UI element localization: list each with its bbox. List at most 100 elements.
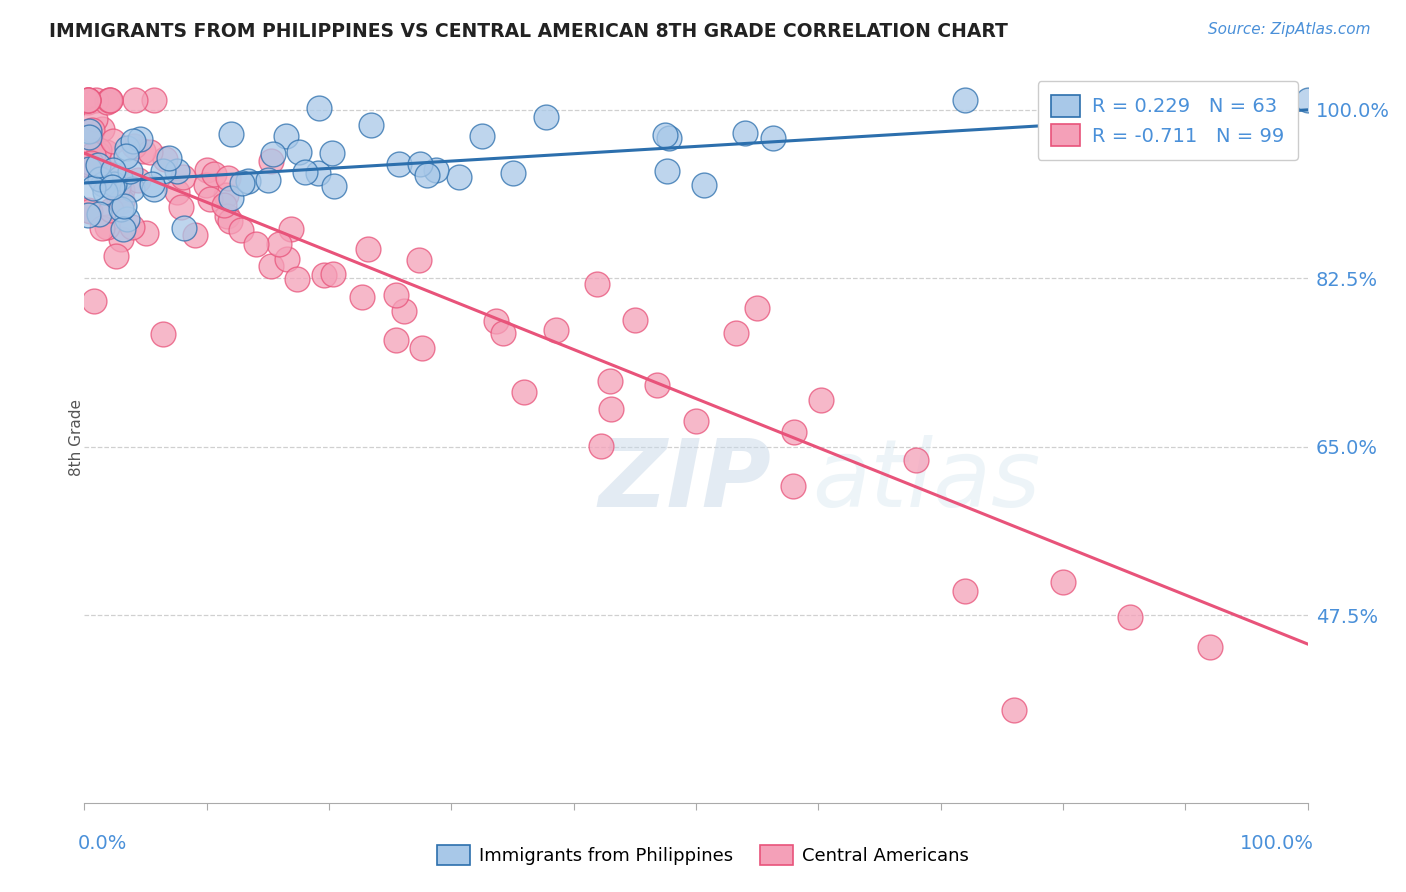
Point — [166, 185, 188, 199]
Point — [141, 177, 163, 191]
Point — [276, 252, 298, 267]
Point — [274, 128, 297, 143]
Point — [408, 253, 430, 268]
Point — [166, 164, 188, 178]
Point — [322, 179, 344, 194]
Point — [89, 143, 111, 157]
Point — [77, 158, 100, 172]
Point — [79, 203, 101, 218]
Point — [91, 163, 114, 178]
Point — [658, 131, 681, 145]
Point — [108, 171, 131, 186]
Point — [77, 124, 100, 138]
Point — [184, 227, 207, 242]
Point — [1002, 703, 1025, 717]
Point — [624, 313, 647, 327]
Point — [96, 219, 118, 234]
Text: 100.0%: 100.0% — [1240, 833, 1313, 853]
Legend: Immigrants from Philippines, Central Americans: Immigrants from Philippines, Central Ame… — [430, 838, 976, 872]
Point — [280, 222, 302, 236]
Point — [77, 93, 100, 107]
Point — [83, 293, 105, 308]
Point — [84, 112, 107, 126]
Point — [121, 220, 143, 235]
Point — [139, 145, 162, 160]
Point — [115, 141, 138, 155]
Point — [657, 164, 679, 178]
Point — [77, 93, 100, 107]
Point — [502, 166, 524, 180]
Point — [294, 165, 316, 179]
Point — [256, 172, 278, 186]
Point — [357, 242, 380, 256]
Point — [1052, 574, 1074, 589]
Point — [262, 146, 284, 161]
Point — [80, 156, 103, 170]
Point — [314, 268, 336, 282]
Point — [1198, 640, 1220, 654]
Point — [152, 164, 174, 178]
Point — [221, 191, 243, 205]
Point — [91, 121, 114, 136]
Point — [77, 93, 100, 107]
Point — [762, 130, 785, 145]
Point — [143, 93, 166, 107]
Point — [93, 178, 115, 192]
Point — [124, 93, 146, 107]
Point — [546, 323, 568, 337]
Legend: R = 0.229   N = 63, R = -0.711   N = 99: R = 0.229 N = 63, R = -0.711 N = 99 — [1038, 81, 1298, 160]
Point — [411, 341, 433, 355]
Point — [1296, 93, 1319, 107]
Point — [96, 95, 118, 109]
Point — [307, 166, 329, 180]
Point — [94, 185, 117, 199]
Point — [127, 173, 149, 187]
Point — [142, 182, 165, 196]
Point — [654, 128, 676, 143]
Y-axis label: 8th Grade: 8th Grade — [69, 399, 83, 475]
Point — [131, 144, 153, 158]
Point — [87, 147, 110, 161]
Point — [599, 374, 621, 388]
Point — [101, 179, 124, 194]
Text: IMMIGRANTS FROM PHILIPPINES VS CENTRAL AMERICAN 8TH GRADE CORRELATION CHART: IMMIGRANTS FROM PHILIPPINES VS CENTRAL A… — [49, 22, 1008, 41]
Point — [218, 214, 240, 228]
Point — [385, 288, 408, 302]
Point — [77, 203, 100, 218]
Point — [724, 326, 747, 340]
Point — [229, 222, 252, 236]
Point — [100, 202, 122, 217]
Point — [810, 392, 832, 407]
Point — [589, 439, 612, 453]
Point — [212, 198, 235, 212]
Point — [96, 145, 118, 159]
Point — [80, 123, 103, 137]
Point — [77, 162, 100, 177]
Point — [121, 181, 143, 195]
Point — [111, 183, 134, 197]
Point — [82, 147, 104, 161]
Point — [129, 132, 152, 146]
Point — [734, 126, 756, 140]
Point — [89, 171, 111, 186]
Point — [97, 93, 120, 107]
Point — [90, 221, 112, 235]
Point — [103, 177, 125, 191]
Point — [77, 95, 100, 110]
Text: 0.0%: 0.0% — [79, 833, 128, 853]
Point — [114, 149, 136, 163]
Point — [111, 221, 134, 235]
Point — [77, 93, 100, 107]
Point — [285, 272, 308, 286]
Point — [1211, 100, 1233, 114]
Point — [79, 130, 101, 145]
Point — [425, 163, 447, 178]
Point — [385, 334, 408, 348]
Point — [108, 194, 131, 208]
Point — [157, 151, 180, 165]
Point — [135, 226, 157, 240]
Point — [782, 478, 804, 492]
Point — [360, 118, 382, 132]
Point — [198, 192, 221, 206]
Point — [217, 170, 239, 185]
